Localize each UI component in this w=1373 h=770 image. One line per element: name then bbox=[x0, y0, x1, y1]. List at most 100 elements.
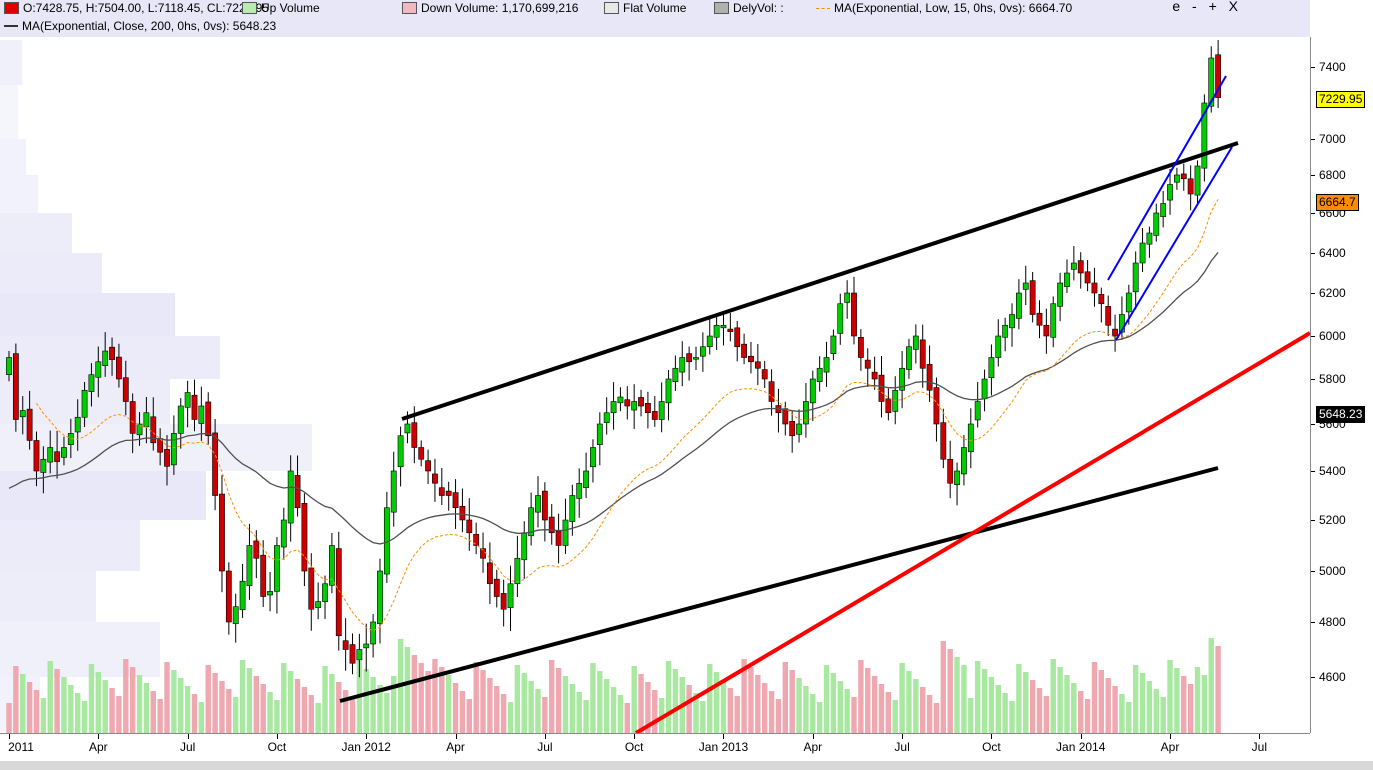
window-controls[interactable]: e - + X bbox=[1172, 0, 1242, 14]
volume-bar bbox=[418, 663, 424, 733]
legend-flat-volume: Flat Volume bbox=[604, 1, 686, 15]
volume-bar bbox=[246, 668, 253, 733]
volume-bar bbox=[878, 684, 885, 733]
volume-bar bbox=[425, 671, 431, 733]
volume-bar bbox=[54, 669, 60, 733]
candle-body bbox=[954, 470, 960, 486]
volume-bar bbox=[267, 692, 273, 733]
volume-bar bbox=[500, 694, 507, 733]
volume-profile-bar bbox=[0, 213, 72, 253]
candle-body bbox=[878, 374, 885, 402]
time-axis[interactable]: 2011 Apr Jul Oct Jan 2012 Apr Jul Oct Jan 2013 Ap… bbox=[0, 733, 1310, 762]
legend-up-volume: Up Volume bbox=[242, 1, 320, 15]
volume-bar bbox=[913, 679, 919, 733]
candle-body bbox=[837, 303, 844, 334]
volume-bar bbox=[562, 676, 569, 733]
volume-bar bbox=[713, 672, 720, 733]
volume-bars bbox=[6, 638, 1221, 733]
candle-body bbox=[789, 420, 796, 437]
candle-body bbox=[445, 490, 452, 496]
volume-profile-bar bbox=[0, 571, 96, 622]
volume-bar bbox=[1050, 659, 1056, 733]
candle-body bbox=[576, 482, 583, 499]
volume-bar bbox=[1153, 689, 1159, 733]
volume-bar bbox=[871, 676, 878, 733]
candle-body bbox=[232, 606, 239, 624]
candle-body bbox=[1187, 178, 1194, 195]
up-volume-swatch-icon bbox=[242, 2, 257, 14]
candle-body bbox=[493, 578, 500, 597]
x-tick-mark bbox=[9, 734, 10, 739]
x-tick-mark bbox=[455, 734, 457, 739]
volume-bar bbox=[892, 700, 898, 733]
candle-body bbox=[741, 343, 747, 358]
y-tick-mark bbox=[1311, 253, 1315, 254]
x-tick-label: Oct bbox=[267, 740, 287, 754]
volume-bar bbox=[507, 702, 514, 733]
candle-body bbox=[974, 401, 981, 421]
candle-body bbox=[796, 423, 802, 435]
volume-bar bbox=[88, 664, 95, 733]
volume-bar bbox=[583, 700, 589, 733]
volume-bar bbox=[178, 678, 184, 733]
x-tick-label: Jul bbox=[537, 740, 553, 754]
candle-body bbox=[603, 412, 610, 423]
volume-bar bbox=[1208, 638, 1214, 733]
candle-body bbox=[184, 392, 191, 408]
candle-body bbox=[672, 367, 679, 382]
volume-bar bbox=[1084, 699, 1091, 733]
volume-bar bbox=[1119, 694, 1125, 733]
chart-legend: O:7428.75, H:7504.00, L:7118.45, CL:7229… bbox=[0, 0, 1310, 37]
price-chart-plot[interactable] bbox=[0, 37, 1310, 733]
candle-body bbox=[1002, 324, 1009, 338]
volume-bar bbox=[720, 680, 727, 733]
y-tick-mark bbox=[1311, 471, 1315, 472]
x-tick-mark bbox=[902, 734, 904, 739]
volume-bar bbox=[954, 657, 960, 733]
x-tick-label: Jan 2013 bbox=[698, 740, 749, 754]
candle-body bbox=[61, 447, 67, 458]
x-tick-mark bbox=[812, 734, 814, 739]
candle-body bbox=[1139, 242, 1146, 264]
candle-body bbox=[631, 401, 638, 411]
flat-volume-swatch-icon bbox=[604, 2, 619, 14]
price-axis[interactable]: 4600 4800 5000 5200 5400 5600 5800 6000 6200 6400… bbox=[1310, 37, 1373, 733]
candle-body bbox=[500, 593, 507, 610]
x-tick-mark bbox=[1170, 734, 1172, 739]
volume-bar bbox=[768, 691, 775, 733]
legend-dely-vol: DelyVol: : bbox=[714, 1, 784, 15]
candle-body bbox=[720, 324, 727, 329]
volume-bar bbox=[528, 681, 534, 733]
candle-body bbox=[1015, 292, 1022, 319]
volume-profile-bar bbox=[0, 175, 38, 213]
candle-body bbox=[315, 601, 322, 609]
candle-body bbox=[136, 423, 143, 436]
volume-profile-bar bbox=[0, 520, 140, 571]
volume-bar bbox=[762, 683, 768, 733]
volume-bar bbox=[1194, 667, 1201, 733]
candle-body bbox=[1119, 314, 1125, 333]
y-tick-mark bbox=[1311, 213, 1315, 214]
volume-bar bbox=[885, 692, 892, 733]
volume-profile-bar bbox=[0, 40, 22, 85]
ohlc-values: O:7428.75, H:7504.00, L:7118.45, CL:7229… bbox=[23, 1, 269, 15]
candle-body bbox=[322, 583, 328, 602]
candle-body bbox=[260, 554, 267, 597]
candle-body bbox=[54, 451, 60, 462]
volume-profile-bar bbox=[0, 85, 18, 139]
candle-body bbox=[26, 408, 33, 441]
volume-bar bbox=[755, 675, 761, 733]
ma-low-15-line bbox=[36, 199, 1219, 632]
y-tick-label: 7400 bbox=[1319, 60, 1346, 74]
y-tick-mark bbox=[1311, 67, 1315, 68]
candle-body bbox=[693, 357, 699, 360]
volume-bar bbox=[665, 661, 672, 733]
volume-bar bbox=[858, 660, 864, 733]
y-tick-label: 6200 bbox=[1319, 286, 1346, 300]
volume-bar bbox=[823, 665, 830, 733]
bottom-toolbar[interactable] bbox=[0, 761, 1373, 770]
volume-bar bbox=[281, 663, 287, 733]
candle-body bbox=[287, 470, 294, 524]
volume-bar bbox=[1167, 660, 1173, 733]
volume-bar bbox=[439, 667, 445, 733]
